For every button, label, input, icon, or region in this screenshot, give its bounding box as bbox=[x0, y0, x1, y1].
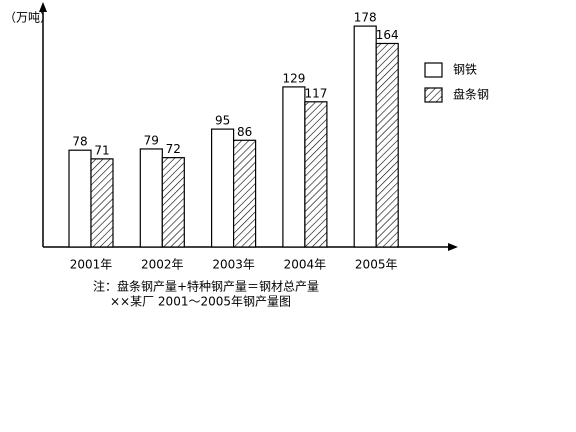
note: ××某厂 2001～2005年钢产量图 bbox=[110, 295, 291, 309]
y-axis-label: （万吨） bbox=[4, 11, 52, 25]
legend-swatch bbox=[424, 87, 443, 103]
bar bbox=[90, 158, 114, 248]
x-tick-label: 2004年 bbox=[284, 258, 327, 272]
value-label: 178 bbox=[354, 11, 377, 25]
bar bbox=[304, 101, 328, 248]
x-tick-label: 2003年 bbox=[212, 258, 255, 272]
bar bbox=[282, 86, 306, 248]
value-label: 86 bbox=[237, 125, 252, 139]
value-label: 79 bbox=[144, 133, 159, 147]
value-label: 71 bbox=[94, 143, 109, 157]
bar bbox=[353, 25, 377, 248]
bar bbox=[139, 148, 163, 248]
value-label: 72 bbox=[166, 142, 181, 156]
x-tick-label: 2005年 bbox=[355, 258, 398, 272]
value-label: 164 bbox=[376, 28, 399, 42]
x-axis-arrow bbox=[448, 243, 458, 251]
x-tick-label: 2001年 bbox=[70, 258, 113, 272]
value-label: 78 bbox=[72, 135, 87, 149]
value-label: 129 bbox=[282, 71, 305, 85]
legend-label: 盘条钢 bbox=[453, 87, 489, 102]
bar bbox=[161, 157, 185, 248]
bar bbox=[211, 128, 235, 248]
bar bbox=[68, 149, 92, 248]
bar bbox=[233, 139, 257, 248]
value-label: 95 bbox=[215, 114, 230, 128]
value-label: 117 bbox=[304, 86, 327, 100]
legend-label: 钢铁 bbox=[453, 63, 477, 77]
x-tick-label: 2002年 bbox=[141, 258, 184, 272]
note: 注：盘条钢产量+特种钢产量＝钢材总产量 bbox=[93, 279, 319, 294]
legend-swatch bbox=[424, 62, 443, 78]
bar bbox=[375, 42, 399, 248]
y-axis-arrow bbox=[39, 2, 47, 12]
